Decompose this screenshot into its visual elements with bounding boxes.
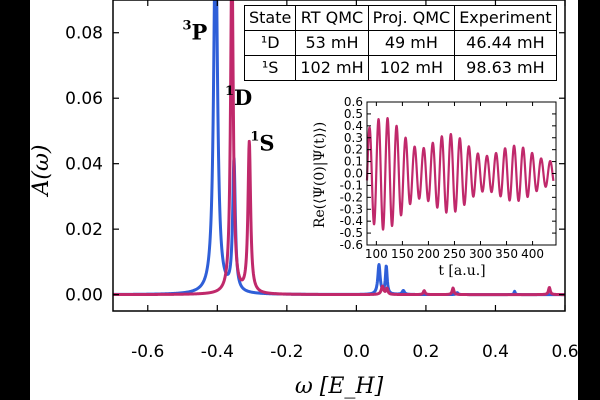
inset-y-tick-label: -0.1 [340,178,363,192]
peak-label-superscript: 1 [250,130,259,145]
x-tick-label: 0.2 [412,342,439,362]
inset-y-tick-label: 0.4 [344,119,363,133]
x-tick-label: 0.6 [551,342,578,362]
inset-y-axis-title: Re(⟨Ψ(0)|Ψ(t)⟩) [312,122,328,228]
inset-x-tick-label: 300 [469,247,492,261]
table-cell: 46.44 mH [454,30,557,56]
inset-y-tick-label: -0.4 [340,214,363,228]
y-tick-label: 0.02 [65,220,103,240]
inset-x-tick-label: 400 [521,247,544,261]
table-cell: 102 mH [295,55,369,81]
inset-y-tick-label: -0.2 [340,190,363,204]
summary-table-header: Proj. QMC [367,5,456,31]
figure-canvas: -0.6 -0.4 -0.2 0.0 0.2 0.4 0.6 0.00 0.02 0.04 0.0… [29,0,579,400]
x-tick-label: 0.0 [343,342,370,362]
inset-y-tick-label: 0.3 [344,131,363,145]
x-tick-label: -0.6 [131,342,164,362]
inset-x-tick-label: 100 [365,247,388,261]
table-cell: 98.63 mH [454,55,557,81]
table-cell: 102 mH [367,55,456,81]
main-y-ticks: 0.00 0.02 0.04 0.06 0.08 [65,24,565,306]
summary-table-header: State [243,5,297,31]
inset-x-tick-label: 250 [443,247,466,261]
inset-y-tick-label: 0.5 [344,107,363,121]
x-tick-label: -0.4 [201,342,234,362]
main-series-group [113,0,565,297]
main-x-ticks: -0.6 -0.4 -0.2 0.0 0.2 0.4 0.6 [131,0,579,362]
summary-table-header-row: State RT QMC Proj. QMC Experiment [243,5,557,31]
summary-table-header: Experiment [454,5,557,31]
inset-x-tick-label: 350 [495,247,518,261]
inset-series-line [365,116,555,231]
inset-series-group [365,116,555,231]
peak-label-superscript: 3 [183,18,192,33]
peak-label-superscript: 1 [225,84,234,99]
table-cell: ¹D [243,30,297,56]
main-y-axis-title: A(ω) [29,145,54,198]
spectral-function-plot: -0.6 -0.4 -0.2 0.0 0.2 0.4 0.6 0.000.020.040.0… [29,0,579,399]
peak-label-letter: D [234,85,252,110]
inset-x-tick-label: 200 [417,247,440,261]
y-tick-label: 0.06 [65,89,103,109]
main-plot-frame [112,0,566,312]
table-cell: 49 mH [367,30,456,56]
table-cell: 53 mH [295,30,369,56]
inset-y-tick-label: 0.2 [344,143,363,157]
inset-x-tick-label: 150 [391,247,414,261]
y-tick-label: 0.08 [65,24,103,44]
inset-y-tick-label: -0.5 [340,226,363,240]
x-tick-label: 0.4 [482,342,509,362]
inset-y-tick-label: 0.6 [344,95,363,109]
inset-y-tick-label: -0.6 [340,238,363,252]
summary-table: State RT QMC Proj. QMC Experiment ¹D 53 … [243,5,557,81]
main-x-axis-title: ω [E_H] [295,374,384,399]
inset-y-tick-label: 0.1 [344,155,363,169]
table-row: ¹D 53 mH 49 mH 46.44 mH [243,30,557,56]
inset-y-ticks: -0.6-0.5-0.4-0.3-0.2-0.10.00.10.20.30.40… [340,95,556,252]
peak-label-letter: S [259,131,274,156]
peak-label-letter: P [192,19,208,44]
table-cell: ¹S [243,55,297,81]
summary-table-header: RT QMC [295,5,369,31]
y-tick-label: 0.00 [65,286,103,306]
x-tick-label: -0.2 [270,342,303,362]
inset-y-tick-label: -0.3 [340,202,363,216]
inset-x-axis-title: t [a.u.] [438,263,485,279]
table-row: ¹S 102 mH 102 mH 98.63 mH [243,55,557,81]
inset-y-tick-label: 0.0 [344,167,363,181]
inset-x-ticks: 100 150 200 250 300 350 400 [365,102,544,261]
series-line-magenta [113,0,565,297]
peak-labels: 3 P1 D1 S [183,18,275,155]
y-tick-label: 0.04 [65,155,103,175]
